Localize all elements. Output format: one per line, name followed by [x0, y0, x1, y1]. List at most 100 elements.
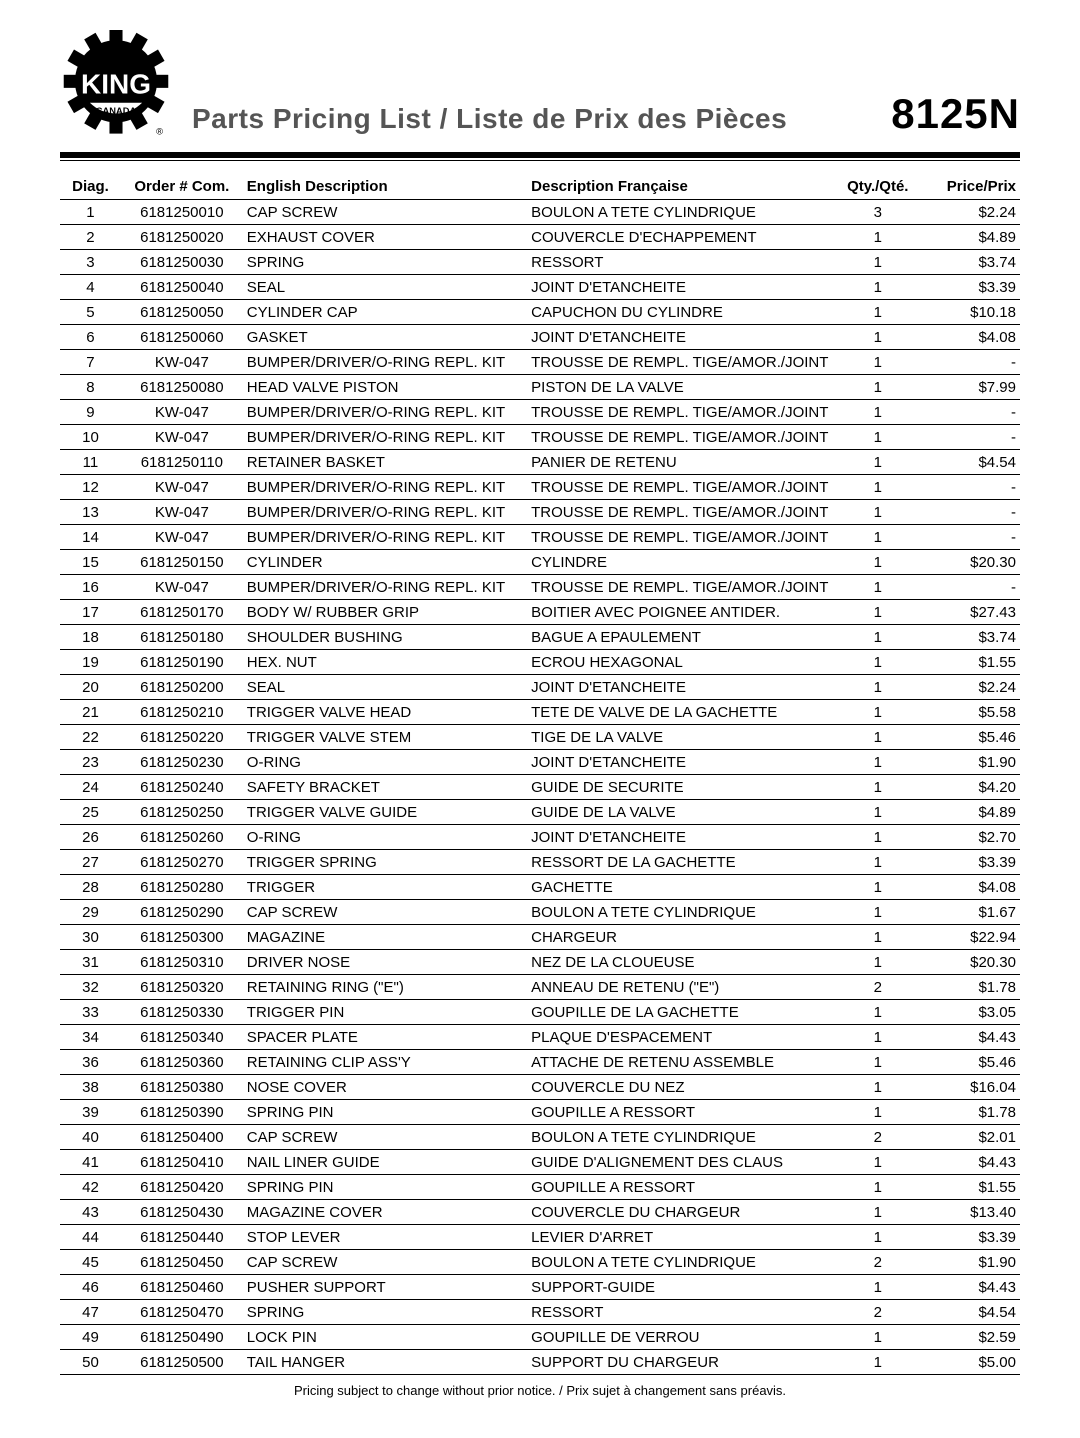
cell-en: RETAINER BASKET — [243, 450, 527, 475]
cell-diag: 19 — [60, 650, 121, 675]
cell-price: $4.43 — [918, 1025, 1020, 1050]
cell-qty: 1 — [837, 775, 918, 800]
cell-fr: JOINT D'ETANCHEITE — [527, 275, 837, 300]
cell-en: TRIGGER VALVE HEAD — [243, 700, 527, 725]
cell-diag: 9 — [60, 400, 121, 425]
cell-diag: 38 — [60, 1075, 121, 1100]
cell-order: 6181250010 — [121, 200, 243, 225]
cell-order: 6181250180 — [121, 625, 243, 650]
cell-diag: 32 — [60, 975, 121, 1000]
cell-price: $2.01 — [918, 1125, 1020, 1150]
cell-price: $13.40 — [918, 1200, 1020, 1225]
cell-fr: CYLINDRE — [527, 550, 837, 575]
cell-price: $20.30 — [918, 550, 1020, 575]
cell-en: TRIGGER — [243, 875, 527, 900]
cell-diag: 46 — [60, 1275, 121, 1300]
cell-price: $5.00 — [918, 1350, 1020, 1375]
cell-en: BUMPER/DRIVER/O-RING REPL. KIT — [243, 350, 527, 375]
cell-fr: TROUSSE DE REMPL. TIGE/AMOR./JOINT — [527, 475, 837, 500]
cell-qty: 1 — [837, 525, 918, 550]
cell-diag: 23 — [60, 750, 121, 775]
cell-diag: 22 — [60, 725, 121, 750]
cell-price: $3.74 — [918, 250, 1020, 275]
cell-fr: TROUSSE DE REMPL. TIGE/AMOR./JOINT — [527, 525, 837, 550]
cell-qty: 1 — [837, 950, 918, 975]
col-qty: Qty./Qté. — [837, 175, 918, 200]
cell-price: $27.43 — [918, 600, 1020, 625]
cell-qty: 1 — [837, 900, 918, 925]
table-row: 456181250450CAP SCREWBOULON A TETE CYLIN… — [60, 1250, 1020, 1275]
cell-order: 6181250280 — [121, 875, 243, 900]
cell-qty: 1 — [837, 800, 918, 825]
table-row: 226181250220TRIGGER VALVE STEMTIGE DE LA… — [60, 725, 1020, 750]
cell-en: TRIGGER VALVE STEM — [243, 725, 527, 750]
cell-diag: 44 — [60, 1225, 121, 1250]
cell-en: EXHAUST COVER — [243, 225, 527, 250]
cell-price: $5.58 — [918, 700, 1020, 725]
cell-order: 6181250240 — [121, 775, 243, 800]
cell-fr: SUPPORT-GUIDE — [527, 1275, 837, 1300]
cell-fr: GOUPILLE DE VERROU — [527, 1325, 837, 1350]
table-row: 56181250050CYLINDER CAPCAPUCHON DU CYLIN… — [60, 300, 1020, 325]
table-row: 436181250430MAGAZINE COVERCOUVERCLE DU C… — [60, 1200, 1020, 1225]
table-row: 446181250440STOP LEVERLEVIER D'ARRET1$3.… — [60, 1225, 1020, 1250]
cell-qty: 1 — [837, 850, 918, 875]
cell-en: SPRING PIN — [243, 1175, 527, 1200]
cell-price: $4.43 — [918, 1275, 1020, 1300]
cell-qty: 1 — [837, 275, 918, 300]
table-row: 336181250330TRIGGER PINGOUPILLE DE LA GA… — [60, 1000, 1020, 1025]
cell-en: SAFETY BRACKET — [243, 775, 527, 800]
cell-en: DRIVER NOSE — [243, 950, 527, 975]
cell-order: 6181250340 — [121, 1025, 243, 1050]
cell-fr: TIGE DE LA VALVE — [527, 725, 837, 750]
cell-order: 6181250230 — [121, 750, 243, 775]
cell-order: 6181250030 — [121, 250, 243, 275]
cell-order: KW-047 — [121, 425, 243, 450]
cell-qty: 1 — [837, 1225, 918, 1250]
cell-price: $1.67 — [918, 900, 1020, 925]
cell-fr: RESSORT — [527, 250, 837, 275]
cell-price: $5.46 — [918, 725, 1020, 750]
cell-fr: RESSORT DE LA GACHETTE — [527, 850, 837, 875]
header: KING CANADA ® Parts Pricing List / Liste… — [60, 30, 1020, 142]
table-row: 396181250390SPRING PINGOUPILLE A RESSORT… — [60, 1100, 1020, 1125]
page-title: Parts Pricing List / Liste de Prix des P… — [192, 103, 787, 135]
cell-price: $16.04 — [918, 1075, 1020, 1100]
cell-price: $3.39 — [918, 1225, 1020, 1250]
cell-diag: 16 — [60, 575, 121, 600]
cell-en: TRIGGER PIN — [243, 1000, 527, 1025]
cell-diag: 40 — [60, 1125, 121, 1150]
cell-diag: 6 — [60, 325, 121, 350]
cell-diag: 2 — [60, 225, 121, 250]
cell-order: KW-047 — [121, 525, 243, 550]
cell-order: 6181250300 — [121, 925, 243, 950]
title-block: Parts Pricing List / Liste de Prix des P… — [192, 90, 1020, 142]
cell-diag: 13 — [60, 500, 121, 525]
cell-en: CAP SCREW — [243, 1125, 527, 1150]
cell-order: 6181250400 — [121, 1125, 243, 1150]
cell-qty: 1 — [837, 600, 918, 625]
table-row: 266181250260O-RINGJOINT D'ETANCHEITE1$2.… — [60, 825, 1020, 850]
cell-order: 6181250080 — [121, 375, 243, 400]
table-row: 496181250490LOCK PINGOUPILLE DE VERROU1$… — [60, 1325, 1020, 1350]
cell-order: 6181250220 — [121, 725, 243, 750]
cell-diag: 20 — [60, 675, 121, 700]
cell-diag: 17 — [60, 600, 121, 625]
cell-order: 6181250410 — [121, 1150, 243, 1175]
cell-diag: 10 — [60, 425, 121, 450]
cell-price: - — [918, 400, 1020, 425]
cell-fr: BOULON A TETE CYLINDRIQUE — [527, 1125, 837, 1150]
cell-order: 6181250170 — [121, 600, 243, 625]
table-row: 466181250460PUSHER SUPPORTSUPPORT-GUIDE1… — [60, 1275, 1020, 1300]
cell-qty: 1 — [837, 375, 918, 400]
table-row: 386181250380NOSE COVERCOUVERCLE DU NEZ1$… — [60, 1075, 1020, 1100]
cell-order: 6181250110 — [121, 450, 243, 475]
table-row: 506181250500TAIL HANGERSUPPORT DU CHARGE… — [60, 1350, 1020, 1375]
cell-price: $20.30 — [918, 950, 1020, 975]
table-row: 286181250280TRIGGERGACHETTE1$4.08 — [60, 875, 1020, 900]
cell-qty: 1 — [837, 925, 918, 950]
cell-price: $1.55 — [918, 1175, 1020, 1200]
cell-price: - — [918, 525, 1020, 550]
cell-qty: 1 — [837, 1350, 918, 1375]
cell-qty: 1 — [837, 1175, 918, 1200]
